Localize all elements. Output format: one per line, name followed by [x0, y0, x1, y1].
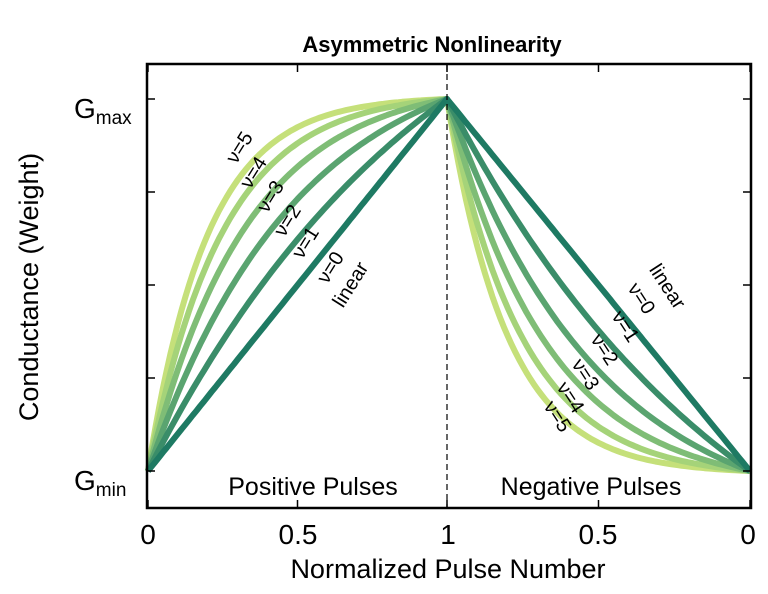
- x-tick-label-2: 1: [440, 519, 456, 550]
- x-tick-label-4: 0: [740, 519, 756, 550]
- y-axis-label: Conductance (Weight): [14, 153, 44, 421]
- x-axis-label: Normalized Pulse Number: [290, 554, 605, 584]
- region-label-negative: Negative Pulses: [501, 473, 682, 501]
- region-label-positive: Positive Pulses: [228, 473, 398, 501]
- cropped-caption: [0, 583, 768, 594]
- x-tick-label-1: 0.5: [279, 519, 318, 550]
- plot-frame: [145, 62, 753, 510]
- chart-title: Asymmetric Nonlinearity: [302, 32, 562, 57]
- curve-labels: ν=5ν=5ν=4ν=4ν=3ν=3ν=2ν=2ν=1ν=1ν=0ν=0line…: [222, 128, 690, 436]
- y-tick-label-max: Gmax: [74, 93, 132, 129]
- y-tick-label-min: Gmin: [74, 465, 126, 501]
- x-tick-label-0: 0: [140, 519, 156, 550]
- x-tick-label-3: 0.5: [579, 519, 618, 550]
- tick-marks: [147, 64, 751, 508]
